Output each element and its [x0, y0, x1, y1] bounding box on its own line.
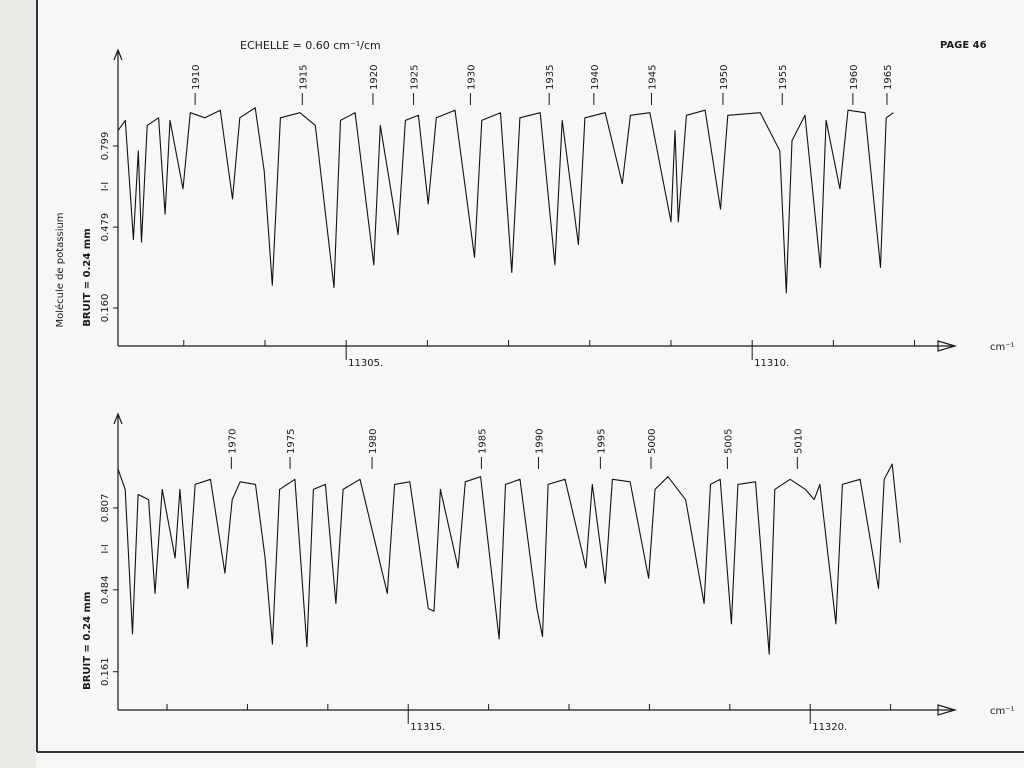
line-label: 1930 [466, 65, 477, 90]
y-axis [113, 412, 123, 710]
y-axis [113, 48, 123, 346]
x-axis [118, 704, 958, 716]
x-tick-label: 11310. [754, 358, 789, 369]
line-label: 1950 [719, 65, 730, 90]
line-label: 5000 [647, 429, 658, 454]
line-label: 1965 [883, 65, 894, 90]
line-label: 1960 [849, 65, 860, 90]
y-tick-label: 0.484 [100, 576, 111, 605]
x-axis [118, 340, 958, 352]
scale-label: ECHELLE = 0.60 cm⁻¹/cm [240, 39, 381, 52]
line-label: 1980 [368, 429, 379, 454]
y-tick-label: 0.479 [100, 213, 111, 242]
y-axis-label: BRUIT = 0.24 mm [82, 228, 93, 326]
line-label: 1935 [545, 65, 556, 90]
line-label: 1925 [410, 65, 421, 90]
line-label: 1940 [590, 65, 601, 90]
molecule-label: Molécule de potassium [54, 212, 66, 327]
line-label: 1915 [298, 65, 309, 90]
x-axis-label: cm⁻¹ [990, 706, 1015, 717]
line-label: 1945 [647, 65, 658, 90]
line-label: 1975 [286, 429, 297, 454]
page-number: PAGE 46 [940, 40, 987, 51]
y-axis-label: BRUIT = 0.24 mm [82, 592, 93, 690]
line-label: 5010 [793, 429, 804, 454]
x-tick-label: 11315. [410, 722, 445, 733]
line-label: 1995 [596, 429, 607, 454]
line-label: 1955 [778, 65, 789, 90]
x-tick-label: 11320. [812, 722, 847, 733]
line-label: 1920 [369, 65, 380, 90]
line-label: 1985 [477, 429, 488, 454]
y-tick-label: 0.160 [100, 294, 111, 323]
x-tick-label: 11305. [348, 358, 383, 369]
x-axis-label: cm⁻¹ [990, 342, 1015, 353]
margin [0, 0, 36, 768]
y-tick-label: 0.807 [100, 494, 111, 523]
y-tick-label: 0.161 [100, 657, 111, 686]
unit-label: I-I [100, 182, 111, 192]
line-label: 1990 [534, 429, 545, 454]
line-label: 1970 [227, 429, 238, 454]
line-label: 5005 [723, 429, 734, 454]
y-tick-label: 0.799 [100, 132, 111, 161]
spectrum-line [117, 463, 901, 655]
line-label: 1910 [191, 65, 202, 90]
spectrum-line [117, 107, 894, 294]
unit-label: I-I [100, 544, 111, 554]
